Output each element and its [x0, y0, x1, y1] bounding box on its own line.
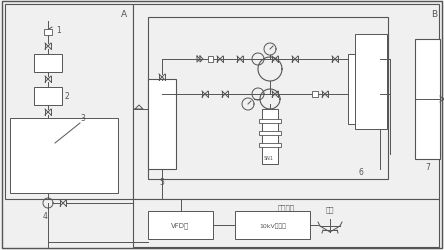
Bar	[207, 57, 213, 63]
Bar	[262, 110, 278, 164]
Text: 4: 4	[43, 211, 48, 220]
Bar	[148, 80, 176, 169]
Bar	[133, 5, 439, 199]
Text: 1: 1	[56, 26, 61, 35]
Text: 2: 2	[64, 92, 69, 101]
Text: 供配电区: 供配电区	[278, 203, 294, 210]
Bar	[355, 35, 387, 130]
Bar	[235, 211, 310, 239]
Bar	[348, 55, 386, 124]
Bar	[44, 30, 52, 36]
Text: B: B	[431, 10, 437, 19]
Bar	[259, 144, 281, 148]
Bar	[148, 18, 388, 179]
Bar	[312, 92, 318, 98]
Text: A: A	[121, 10, 127, 19]
Bar	[5, 5, 133, 199]
Text: 7: 7	[425, 162, 430, 171]
Bar	[259, 120, 281, 124]
Text: VFD房: VFD房	[171, 222, 190, 228]
Bar	[10, 118, 118, 193]
Text: 3: 3	[80, 114, 85, 122]
Text: 6: 6	[358, 167, 363, 176]
Bar	[415, 40, 440, 159]
Text: 5: 5	[159, 177, 164, 186]
Text: SN1: SN1	[264, 156, 274, 160]
Text: 电网: 电网	[326, 205, 334, 212]
Bar	[259, 132, 281, 136]
Bar	[133, 199, 439, 247]
Bar	[34, 55, 62, 73]
Text: 10kV高压房: 10kV高压房	[259, 222, 286, 228]
Bar	[148, 211, 213, 239]
Bar	[34, 88, 62, 106]
